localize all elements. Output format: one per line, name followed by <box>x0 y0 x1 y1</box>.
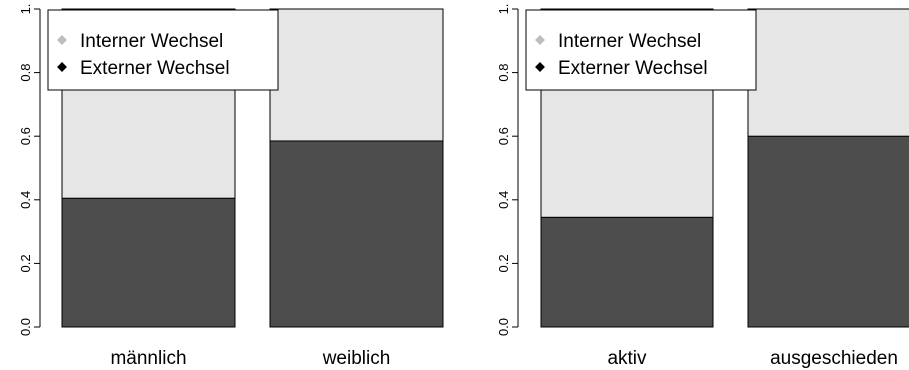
legend-marker-icon <box>535 62 545 72</box>
category-label: aktiv <box>607 348 647 369</box>
category-label: männlich <box>110 348 186 369</box>
legend-label: Interner Wechsel <box>558 31 701 52</box>
y-tick-label: 0.6 <box>18 127 33 145</box>
bar-segment <box>540 216 714 328</box>
y-tick-label: 0.8 <box>18 64 33 82</box>
category-label: weiblich <box>322 348 391 369</box>
y-tick-label: 0.4 <box>18 191 33 209</box>
bar-segment <box>747 8 909 137</box>
bar-segment <box>747 135 909 328</box>
y-tick-label: 0.2 <box>18 254 33 272</box>
legend-box <box>47 9 279 91</box>
y-tick-label: 1. <box>496 4 511 15</box>
y-tick-label: 0.4 <box>496 191 511 209</box>
y-tick-label: 0.0 <box>496 318 511 336</box>
legend-label: Externer Wechsel <box>558 58 708 79</box>
bar-segment <box>269 8 444 142</box>
legend-marker-icon <box>57 35 67 45</box>
bar-segment <box>61 197 236 328</box>
y-tick-label: 0.0 <box>18 318 33 336</box>
y-tick-label: 0.6 <box>496 127 511 145</box>
y-tick-label: 1. <box>18 4 33 15</box>
legend-box <box>525 9 757 91</box>
y-tick-label: 0.2 <box>496 254 511 272</box>
y-tick-label: 0.8 <box>496 64 511 82</box>
category-label: ausgeschieden <box>770 348 898 369</box>
legend-label: Externer Wechsel <box>80 58 230 79</box>
bar-segment <box>269 140 444 328</box>
legend-marker-icon <box>535 35 545 45</box>
legend-label: Interner Wechsel <box>80 31 223 52</box>
